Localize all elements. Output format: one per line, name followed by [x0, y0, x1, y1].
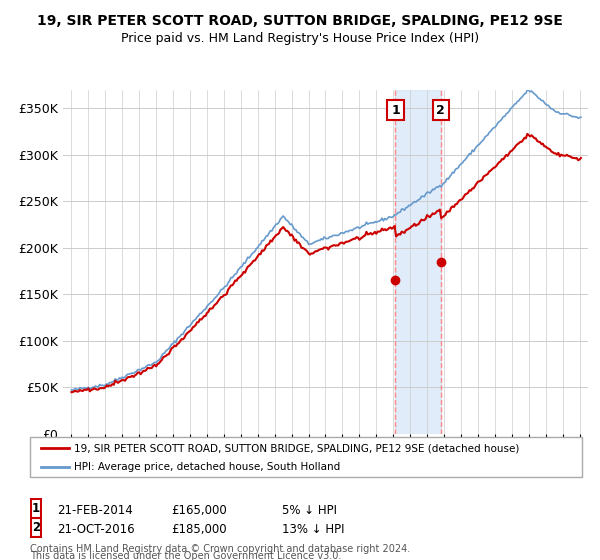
FancyBboxPatch shape	[31, 519, 41, 536]
Text: 2: 2	[436, 104, 445, 116]
Bar	[395, 90, 440, 434]
Text: Contains HM Land Registry data © Crown copyright and database right 2024.: Contains HM Land Registry data © Crown c…	[30, 544, 410, 554]
Text: 21-FEB-2014: 21-FEB-2014	[57, 503, 133, 517]
Text: £185,000: £185,000	[171, 522, 227, 536]
Text: 19, SIR PETER SCOTT ROAD, SUTTON BRIDGE, SPALDING, PE12 9SE (detached house): 19, SIR PETER SCOTT ROAD, SUTTON BRIDGE,…	[74, 443, 520, 453]
Text: 1: 1	[391, 104, 400, 116]
Text: 19, SIR PETER SCOTT ROAD, SUTTON BRIDGE, SPALDING, PE12 9SE: 19, SIR PETER SCOTT ROAD, SUTTON BRIDGE,…	[37, 14, 563, 28]
Text: 1: 1	[32, 502, 40, 515]
Text: 21-OCT-2016: 21-OCT-2016	[57, 522, 134, 536]
Text: 5% ↓ HPI: 5% ↓ HPI	[282, 503, 337, 517]
FancyBboxPatch shape	[31, 500, 41, 517]
Text: HPI: Average price, detached house, South Holland: HPI: Average price, detached house, Sout…	[74, 462, 340, 472]
Text: 13% ↓ HPI: 13% ↓ HPI	[282, 522, 344, 536]
FancyBboxPatch shape	[30, 437, 582, 477]
Text: £165,000: £165,000	[171, 503, 227, 517]
Text: This data is licensed under the Open Government Licence v3.0.: This data is licensed under the Open Gov…	[30, 551, 341, 560]
Text: 2: 2	[32, 521, 40, 534]
Text: Price paid vs. HM Land Registry's House Price Index (HPI): Price paid vs. HM Land Registry's House …	[121, 32, 479, 45]
